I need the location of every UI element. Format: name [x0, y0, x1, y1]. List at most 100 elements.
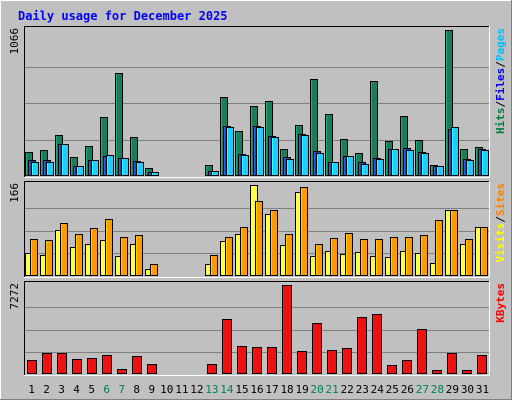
bar-kbytes-day-19	[297, 351, 307, 374]
x-tick-label: 21	[326, 383, 339, 396]
x-tick-label: 3	[58, 383, 65, 396]
bar-sites-day-3	[60, 223, 68, 276]
bar-sites-day-2	[45, 240, 53, 276]
x-tick-label: 26	[401, 383, 414, 396]
bar-kbytes-day-25	[387, 365, 397, 374]
bar-pages-day-29	[451, 127, 459, 176]
x-tick-label: 11	[175, 383, 188, 396]
bar-pages-day-4	[76, 166, 84, 176]
bar-pages-day-9	[151, 172, 159, 176]
bar-sites-day-19	[300, 187, 308, 276]
legend-entry-pages: Pages	[494, 28, 507, 61]
bar-pages-day-5	[91, 160, 99, 176]
bar-kbytes-day-31	[477, 355, 487, 374]
x-tick-label: 9	[148, 383, 155, 396]
bar-kbytes-day-1	[27, 360, 37, 374]
bar-kbytes-day-6	[102, 355, 112, 374]
x-tick-label: 14	[220, 383, 234, 396]
legend-entry-kbytes: KBytes	[494, 283, 507, 323]
bar-pages-day-7	[121, 158, 129, 176]
bar-pages-day-16	[256, 127, 264, 176]
legend-separator: /	[494, 61, 507, 68]
bar-kbytes-day-15	[237, 346, 247, 374]
x-tick-label: 4	[73, 383, 80, 396]
bar-sites-day-15	[240, 227, 248, 276]
x-tick-label: 19	[295, 383, 308, 396]
bar-pages-day-25	[391, 149, 399, 176]
x-tick-label: 5	[88, 383, 95, 396]
x-tick-label: 29	[446, 383, 459, 396]
x-tick-label: 7	[118, 383, 125, 396]
bar-sites-day-5	[90, 228, 98, 276]
x-tick-label: 8	[133, 383, 140, 396]
bar-sites-day-1	[30, 239, 38, 276]
chart-title: Daily usage for December 2025	[18, 9, 228, 23]
bar-pages-day-21	[331, 162, 339, 176]
bar-sites-day-6	[105, 219, 113, 276]
x-tick-label: 1	[28, 383, 35, 396]
bar-kbytes-day-24	[372, 314, 382, 374]
y-max-label: 1066	[8, 28, 21, 55]
bar-kbytes-day-5	[87, 358, 97, 374]
bar-kbytes-day-23	[357, 317, 367, 374]
x-tick-label: 2	[43, 383, 50, 396]
bar-pages-day-22	[346, 156, 354, 176]
bar-sites-day-28	[435, 220, 443, 276]
legend-entry-hits: Hits	[494, 108, 507, 135]
bar-pages-day-27	[421, 153, 429, 176]
bar-kbytes-day-21	[327, 350, 337, 374]
x-tick-label: 27	[416, 383, 429, 396]
x-tick-label: 23	[356, 383, 369, 396]
bar-sites-day-25	[390, 237, 398, 276]
legend-separator: /	[494, 216, 507, 223]
bar-pages-day-13	[211, 171, 219, 176]
legend: Visits/Sites	[494, 183, 507, 263]
bar-sites-day-23	[360, 239, 368, 276]
x-tick-label: 16	[250, 383, 263, 396]
bar-pages-day-6	[106, 155, 114, 176]
x-axis-labels: 1 2 3 4 5 6 7 8 9 10 11 12 13 14 15 16 17 18 19 20 21 22 23 24 2…	[28, 383, 489, 396]
bar-sites-day-29	[450, 210, 458, 276]
bar-sites-day-18	[285, 234, 293, 276]
bar-pages-day-1	[31, 162, 39, 176]
bar-sites-day-16	[255, 201, 263, 276]
x-tick-label: 22	[341, 383, 354, 396]
legend-entry-visits: Visits	[494, 223, 507, 263]
x-tick-label: 15	[235, 383, 248, 396]
bar-pages-day-20	[316, 153, 324, 176]
legend: Hits/Files/Pages	[494, 28, 507, 134]
bar-kbytes-day-20	[312, 323, 322, 374]
bar-sites-day-14	[225, 237, 233, 276]
bar-pages-day-18	[286, 159, 294, 176]
bar-kbytes-day-18	[282, 285, 292, 374]
x-tick-label: 17	[265, 383, 278, 396]
bar-sites-day-20	[315, 244, 323, 276]
bar-kbytes-day-3	[57, 353, 67, 374]
bar-pages-day-15	[241, 155, 249, 176]
bar-kbytes-day-22	[342, 348, 352, 374]
bar-kbytes-day-9	[147, 364, 157, 374]
bar-pages-day-2	[46, 162, 54, 176]
bar-kbytes-day-8	[132, 356, 142, 374]
y-max-label: 7272	[8, 283, 21, 310]
bar-sites-day-17	[270, 210, 278, 276]
bar-sites-day-9	[150, 264, 158, 276]
panel-visits-sites: 166 Visits/Sites	[8, 181, 507, 278]
x-tick-label: 20	[311, 383, 324, 396]
legend-entry-files: Files	[494, 68, 507, 101]
bar-pages-day-24	[376, 159, 384, 176]
bar-sites-day-30	[465, 239, 473, 276]
bar-kbytes-day-28	[432, 370, 442, 374]
bar-sites-day-7	[120, 237, 128, 276]
x-tick-label: 10	[160, 383, 173, 396]
bar-kbytes-day-17	[267, 347, 277, 374]
bar-kbytes-day-13	[207, 364, 217, 374]
x-tick-label: 13	[205, 383, 218, 396]
bar-pages-day-23	[361, 164, 369, 176]
bar-sites-day-8	[135, 235, 143, 276]
y-max-label: 166	[8, 183, 21, 203]
bar-sites-day-27	[420, 235, 428, 276]
bar-kbytes-day-30	[462, 370, 472, 374]
